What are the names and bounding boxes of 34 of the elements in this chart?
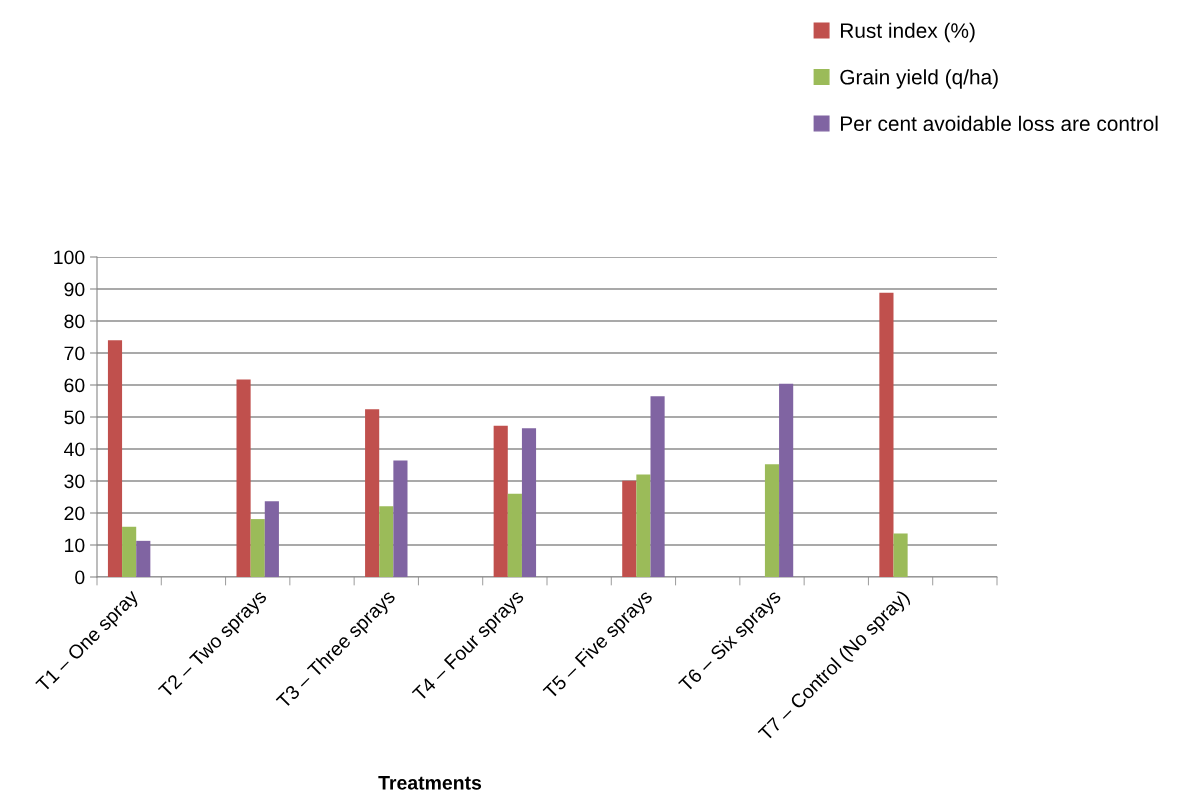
y-tick-label: 60 <box>64 378 85 393</box>
legend-label: Rust index (%) <box>841 22 975 43</box>
bar <box>393 460 408 577</box>
bar <box>122 526 137 577</box>
bar <box>622 480 637 577</box>
bar <box>636 474 651 577</box>
bar <box>879 292 894 577</box>
bar <box>236 379 251 577</box>
y-tick-label: 90 <box>64 282 85 297</box>
bar <box>650 396 665 577</box>
bar <box>493 425 508 577</box>
bar <box>507 493 522 577</box>
y-tick-label: 80 <box>64 314 85 329</box>
bar <box>893 533 908 577</box>
bar <box>365 409 380 577</box>
y-tick-label: 100 <box>54 250 85 265</box>
bar <box>779 383 794 577</box>
y-tick-label: 30 <box>64 474 85 489</box>
bar <box>136 540 151 577</box>
y-tick-label: 10 <box>65 538 85 553</box>
y-tick-label: 50 <box>64 410 85 425</box>
y-tick-label: 0 <box>75 570 85 585</box>
legend-label: Grain yield (q/ha) <box>840 69 998 89</box>
bar <box>521 428 537 577</box>
y-tick-label: 70 <box>64 346 85 361</box>
y-tick-label: 40 <box>64 442 85 457</box>
bar <box>250 519 265 577</box>
bar <box>264 501 279 577</box>
bar <box>764 464 780 577</box>
bar <box>107 340 123 577</box>
y-tick-label: 20 <box>64 506 85 521</box>
bar <box>379 506 394 577</box>
legend-label: Per cent avoidable loss are control <box>841 115 1158 132</box>
x-axis-title: Treatments <box>378 776 482 790</box>
